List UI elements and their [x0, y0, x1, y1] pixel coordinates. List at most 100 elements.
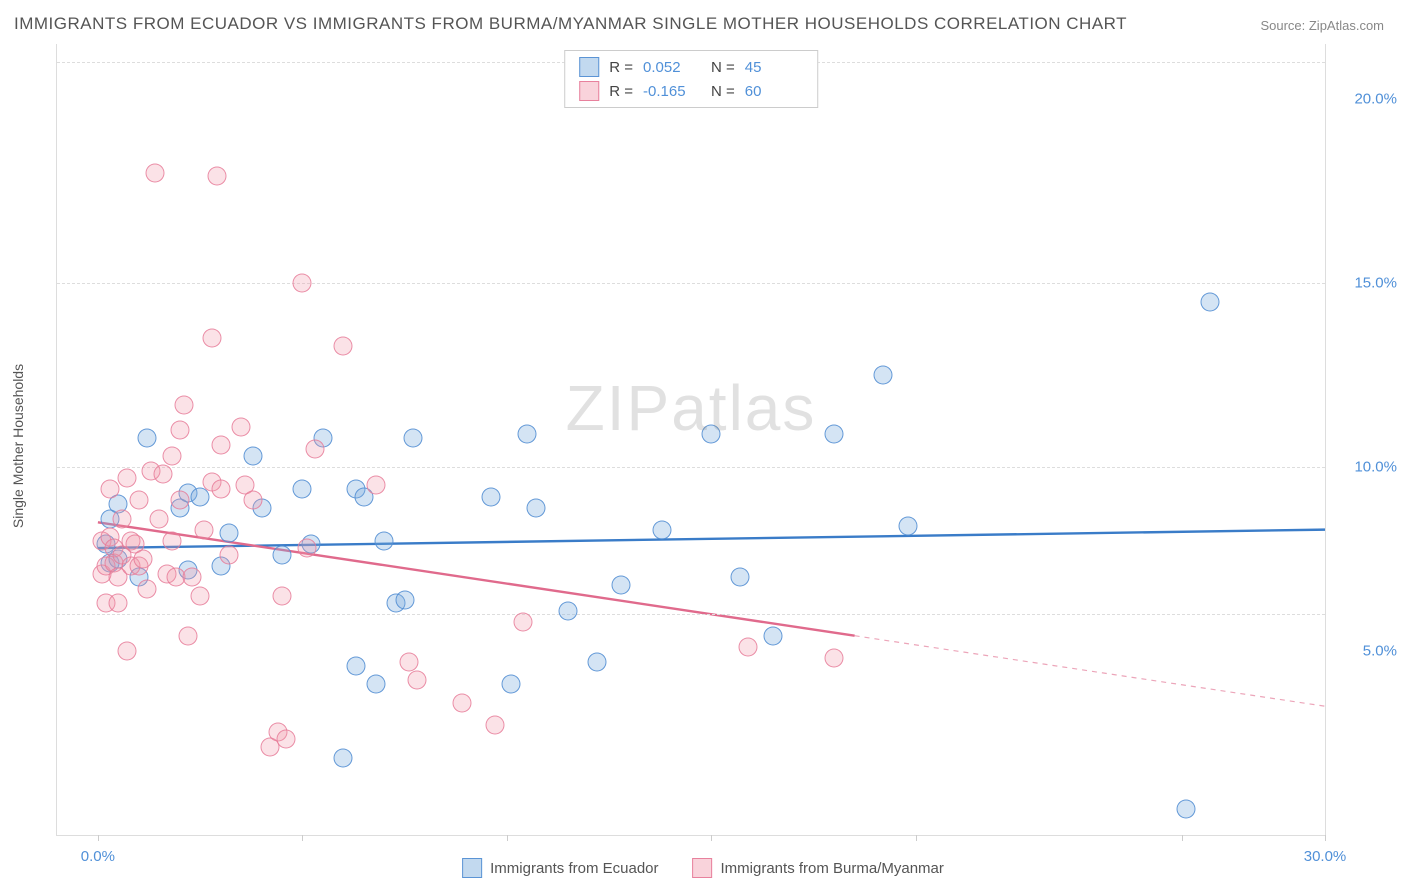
watermark: ZIPatlas	[566, 371, 817, 445]
r-value: 0.052	[643, 59, 701, 76]
r-value: -0.165	[643, 83, 701, 100]
legend-label: Immigrants from Burma/Myanmar	[721, 860, 944, 877]
data-point	[526, 498, 545, 517]
chart-title: IMMIGRANTS FROM ECUADOR VS IMMIGRANTS FR…	[14, 14, 1127, 34]
chart-container: IMMIGRANTS FROM ECUADOR VS IMMIGRANTS FR…	[0, 0, 1406, 892]
data-point	[395, 590, 414, 609]
data-point	[297, 539, 316, 558]
data-point	[825, 649, 844, 668]
watermark-text: ZIP	[566, 372, 672, 444]
data-point	[150, 509, 169, 528]
r-label: R =	[609, 83, 633, 100]
data-point	[170, 421, 189, 440]
data-point	[702, 424, 721, 443]
gridline	[57, 467, 1325, 468]
data-point	[129, 491, 148, 510]
data-point	[502, 675, 521, 694]
data-point	[367, 675, 386, 694]
plot-area: ZIPatlas R = 0.052 N = 45 R = -0.165 N =…	[56, 44, 1326, 836]
x-tick	[98, 835, 99, 841]
data-point	[559, 601, 578, 620]
data-point	[207, 167, 226, 186]
x-tick	[302, 835, 303, 841]
data-point	[191, 586, 210, 605]
x-tick-label: 30.0%	[1304, 848, 1347, 865]
data-point	[452, 693, 471, 712]
legend-stats: R = 0.052 N = 45 R = -0.165 N = 60	[564, 50, 818, 108]
data-point	[219, 524, 238, 543]
data-point	[514, 612, 533, 631]
r-label: R =	[609, 59, 633, 76]
gridline	[57, 283, 1325, 284]
data-point	[219, 546, 238, 565]
data-point	[293, 480, 312, 499]
data-point	[182, 568, 201, 587]
data-point	[272, 586, 291, 605]
data-point	[305, 439, 324, 458]
x-tick	[916, 835, 917, 841]
n-value: 45	[745, 59, 803, 76]
data-point	[211, 480, 230, 499]
data-point	[825, 424, 844, 443]
swatch-pink-icon	[579, 81, 599, 101]
legend-label: Immigrants from Ecuador	[490, 860, 658, 877]
data-point	[653, 520, 672, 539]
data-point	[731, 568, 750, 587]
legend-series: Immigrants from Ecuador Immigrants from …	[462, 858, 944, 878]
data-point	[403, 428, 422, 447]
data-point	[244, 491, 263, 510]
data-point	[174, 395, 193, 414]
data-point	[1201, 292, 1220, 311]
data-point	[170, 491, 189, 510]
y-tick-label: 10.0%	[1331, 459, 1397, 476]
data-point	[346, 656, 365, 675]
data-point	[133, 550, 152, 569]
data-point	[211, 436, 230, 455]
x-tick-label: 0.0%	[81, 848, 115, 865]
data-point	[407, 671, 426, 690]
data-point	[874, 366, 893, 385]
y-axis-label: Single Mother Households	[10, 364, 26, 528]
y-tick-label: 5.0%	[1331, 643, 1397, 660]
data-point	[113, 509, 132, 528]
n-label: N =	[711, 59, 735, 76]
x-tick	[1325, 835, 1326, 841]
data-point	[375, 531, 394, 550]
data-point	[1176, 800, 1195, 819]
legend-stats-row: R = 0.052 N = 45	[579, 55, 803, 79]
data-point	[117, 642, 136, 661]
data-point	[481, 487, 500, 506]
data-point	[763, 627, 782, 646]
data-point	[109, 594, 128, 613]
data-point	[146, 163, 165, 182]
y-tick-label: 15.0%	[1331, 275, 1397, 292]
data-point	[334, 748, 353, 767]
n-label: N =	[711, 83, 735, 100]
legend-item: Immigrants from Ecuador	[462, 858, 658, 878]
gridline	[57, 614, 1325, 615]
data-point	[117, 469, 136, 488]
y-tick-label: 20.0%	[1331, 91, 1397, 108]
legend-stats-row: R = -0.165 N = 60	[579, 79, 803, 103]
data-point	[277, 730, 296, 749]
data-point	[195, 520, 214, 539]
data-point	[898, 516, 917, 535]
data-point	[154, 465, 173, 484]
data-point	[293, 274, 312, 293]
data-point	[587, 653, 606, 672]
regression-lines	[57, 44, 1325, 835]
data-point	[367, 476, 386, 495]
data-point	[162, 447, 181, 466]
data-point	[334, 336, 353, 355]
swatch-blue-icon	[579, 57, 599, 77]
data-point	[232, 417, 251, 436]
n-value: 60	[745, 83, 803, 100]
regression-line-dashed	[855, 636, 1325, 707]
data-point	[739, 638, 758, 657]
data-point	[178, 627, 197, 646]
legend-item: Immigrants from Burma/Myanmar	[693, 858, 944, 878]
watermark-text-thin: atlas	[671, 372, 816, 444]
x-tick	[711, 835, 712, 841]
data-point	[518, 424, 537, 443]
data-point	[137, 428, 156, 447]
